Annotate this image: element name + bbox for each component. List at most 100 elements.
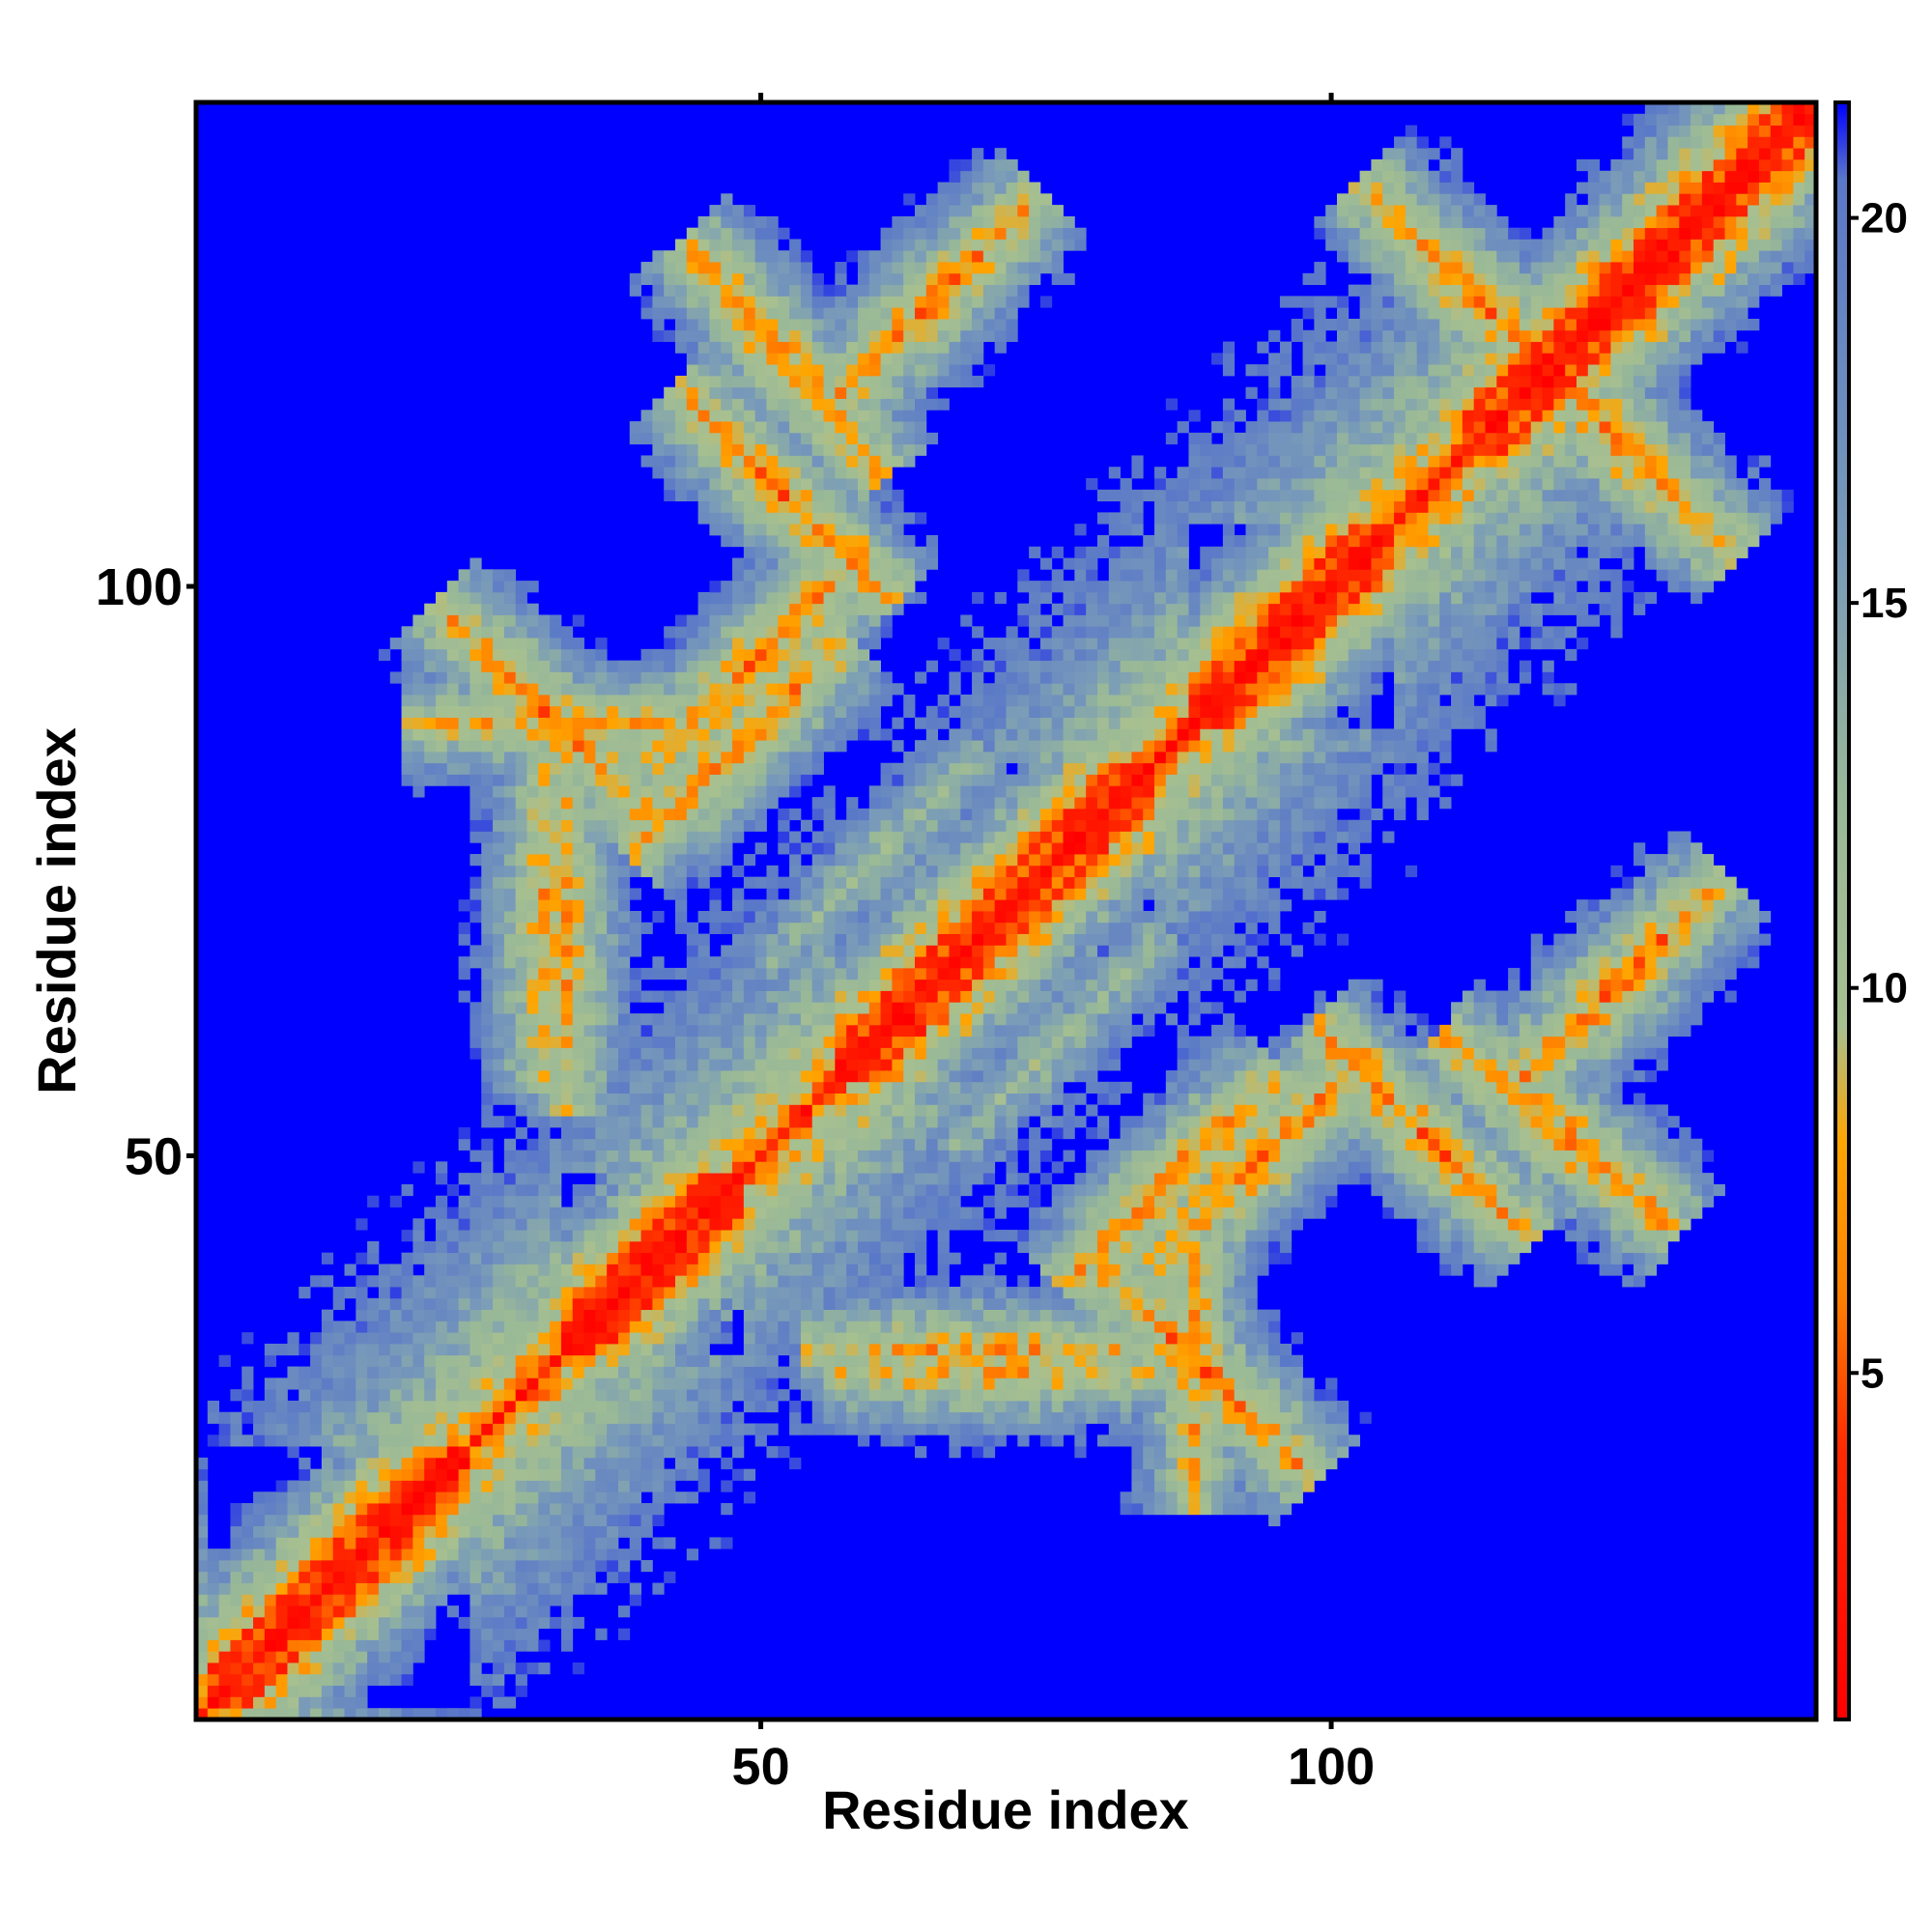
heatmap-cell: [709, 1002, 722, 1014]
heatmap-cell: [503, 626, 517, 639]
heatmap-cell: [960, 1332, 973, 1345]
heatmap-cell: [721, 660, 733, 672]
heatmap-cell: [560, 1036, 574, 1048]
heatmap-cell: [526, 1309, 539, 1321]
heatmap-cell: [503, 1321, 517, 1333]
heatmap-cell: [960, 717, 973, 729]
heatmap-cell: [493, 1446, 505, 1459]
heatmap-cell: [412, 1708, 425, 1719]
heatmap-cell: [721, 671, 733, 684]
heatmap-cell: [868, 717, 881, 729]
heatmap-cell: [811, 626, 824, 639]
heatmap-cell: [560, 1514, 574, 1526]
heatmap-cell: [607, 888, 619, 900]
heatmap-cell: [743, 329, 756, 342]
heatmap-cell: [538, 1468, 551, 1481]
heatmap-cell: [664, 648, 676, 662]
heatmap-cell: [766, 1116, 779, 1128]
heatmap-cell: [846, 1297, 859, 1311]
heatmap-cell: [949, 922, 961, 934]
heatmap-cell: [412, 683, 425, 696]
heatmap-cell: [321, 1423, 334, 1435]
heatmap-cell: [846, 956, 859, 969]
heatmap-cell: [538, 1297, 551, 1311]
heatmap-cell: [583, 1252, 596, 1264]
heatmap-cell: [652, 1195, 665, 1208]
heatmap-cell: [640, 410, 653, 422]
heatmap-cell: [664, 728, 676, 741]
heatmap-cell: [915, 1002, 927, 1014]
heatmap-cell: [880, 1081, 893, 1094]
heatmap-cell: [925, 1378, 939, 1390]
heatmap-cell: [275, 1548, 288, 1561]
heatmap-cell: [949, 990, 961, 1003]
heatmap-cell: [857, 307, 870, 320]
heatmap-cell: [321, 1503, 334, 1516]
heatmap-cell: [709, 967, 722, 980]
heatmap-cell: [686, 329, 699, 342]
heatmap-cell: [493, 1321, 505, 1333]
heatmap-cell: [664, 854, 676, 867]
heatmap-cell: [572, 1457, 584, 1470]
heatmap-cell: [857, 421, 870, 434]
heatmap-cell: [915, 1423, 927, 1435]
heatmap-cell: [412, 1525, 425, 1538]
heatmap-cell: [481, 1548, 494, 1561]
heatmap-cell: [697, 455, 710, 468]
heatmap-cell: [800, 1309, 813, 1321]
heatmap-cell: [389, 1571, 402, 1583]
heatmap-cell: [515, 865, 527, 878]
heatmap-cell: [344, 1673, 356, 1687]
heatmap-cell: [766, 683, 779, 696]
heatmap-cell: [515, 603, 527, 615]
heatmap-cell: [493, 785, 505, 798]
heatmap-cell: [743, 512, 756, 525]
heatmap-cell: [310, 1616, 323, 1630]
heatmap-cell: [960, 307, 973, 320]
heatmap-cell: [607, 797, 619, 810]
heatmap-cell: [778, 1024, 790, 1037]
heatmap-cell: [754, 990, 767, 1003]
heatmap-cell: [436, 638, 448, 650]
heatmap-cell: [778, 1446, 790, 1459]
heatmap-cell: [493, 967, 505, 980]
heatmap-cell: [332, 1559, 345, 1573]
heatmap-cell: [766, 375, 779, 388]
heatmap-cell: [915, 591, 927, 605]
heatmap-cell: [595, 638, 608, 650]
heatmap-cell: [800, 1252, 813, 1264]
heatmap-cell: [686, 1070, 699, 1083]
heatmap-cell: [732, 785, 745, 798]
heatmap-cell: [664, 1537, 676, 1549]
heatmap-cell: [960, 262, 973, 274]
heatmap-cell: [732, 967, 745, 980]
heatmap-cell: [458, 1195, 470, 1208]
heatmap-cell: [697, 740, 710, 753]
heatmap-cell: [629, 842, 641, 855]
heatmap-cell: [857, 705, 870, 718]
heatmap-cell: [675, 876, 688, 889]
heatmap-cell: [766, 660, 779, 672]
heatmap-cell: [424, 1571, 437, 1583]
heatmap-cell: [458, 1446, 470, 1459]
heatmap-cell: [560, 1605, 574, 1618]
heatmap-cell: [538, 967, 551, 980]
heatmap-cell: [675, 1321, 688, 1333]
heatmap-cell: [572, 1514, 584, 1526]
heatmap-cell: [401, 1651, 413, 1663]
heatmap-cell: [481, 1332, 494, 1345]
heatmap-cell: [823, 1013, 836, 1026]
heatmap-cell: [892, 1400, 904, 1413]
heatmap-cell: [789, 751, 802, 764]
heatmap-cell: [949, 683, 961, 696]
heatmap-cell: [617, 1423, 631, 1435]
heatmap-cell: [949, 728, 961, 741]
heatmap-cell: [686, 307, 699, 320]
heatmap-cell: [389, 671, 402, 684]
heatmap-cell: [686, 842, 699, 855]
heatmap-cell: [697, 1309, 710, 1321]
heatmap-cell: [332, 1435, 345, 1447]
heatmap-cell: [572, 1492, 584, 1504]
heatmap-cell: [583, 717, 596, 729]
